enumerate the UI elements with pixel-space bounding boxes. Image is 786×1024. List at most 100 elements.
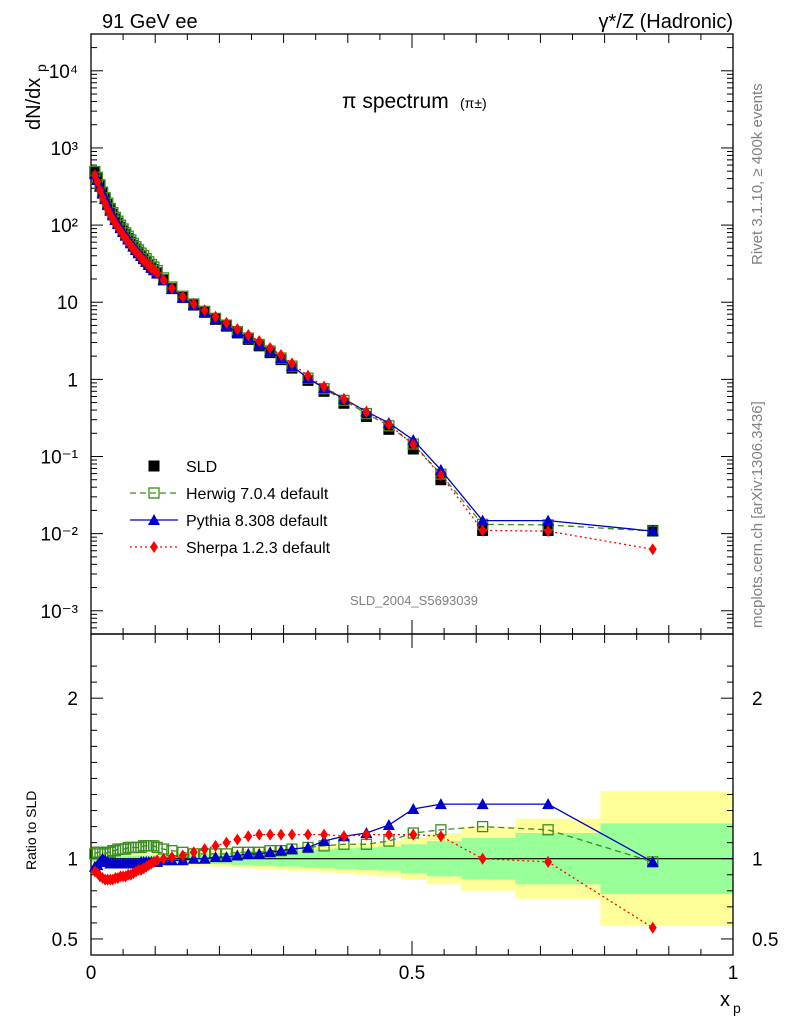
ratio-tick-label-right: 2	[752, 689, 763, 710]
ratio-point-3	[244, 830, 253, 843]
energy-label: 91 GeV ee	[102, 11, 198, 33]
ratio-point-3	[255, 828, 264, 841]
ratio-panel: 0 0.5 1 2 2 1 1 0.5 0.5	[52, 633, 778, 984]
ratio-point-1	[151, 841, 163, 854]
plot-title-sup: (π±)	[460, 95, 487, 111]
legend-label: Sherpa 1.2.3 default	[186, 540, 331, 557]
data-point-3	[222, 316, 231, 329]
ratio-point-2	[476, 798, 489, 810]
y-tick-label: 10²	[51, 216, 78, 237]
ratio-point-2	[301, 841, 314, 853]
data-point-3	[200, 304, 209, 317]
ratio-point-2	[542, 798, 555, 810]
y-tick-label: 10⁻²	[41, 525, 79, 546]
data-point-3	[244, 328, 253, 341]
ratio-point-3	[544, 855, 553, 868]
data-point-3	[544, 525, 553, 538]
process-label: γ*/Z (Hadronic)	[599, 11, 733, 33]
data-point-2	[542, 514, 555, 526]
ratio-point-3	[339, 830, 348, 843]
ratio-point-3	[277, 828, 286, 841]
data-point-3	[648, 543, 657, 556]
x-axis-title-sub: p	[733, 1000, 741, 1016]
ratio-point-3	[178, 849, 187, 862]
legend-label: Herwig 7.0.4 default	[186, 486, 329, 503]
ratio-point-3	[436, 830, 445, 843]
ratio-point-2	[242, 847, 255, 859]
ratio-point-2	[407, 802, 420, 814]
x-tick-label: 1	[728, 963, 739, 984]
y-tick-label: 10³	[51, 139, 78, 160]
ratio-point-3	[222, 836, 231, 849]
ratio-point-3	[211, 839, 220, 852]
y-axis-title-sub: p	[33, 64, 49, 72]
data-point-3	[409, 438, 418, 451]
data-point-3	[339, 392, 348, 405]
y-tick-label: 1	[67, 370, 78, 391]
ratio-point-3	[478, 852, 487, 865]
ratio-point-2	[382, 818, 395, 830]
ratio-point-3	[384, 828, 393, 841]
legend-marker	[148, 460, 160, 472]
ratio-point-2	[275, 844, 288, 856]
data-point-3	[320, 380, 329, 393]
ratio-point-3	[167, 851, 176, 864]
ratio-point-2	[434, 798, 447, 810]
x-tick-label: 0	[86, 963, 97, 984]
ratio-point-3	[153, 854, 162, 867]
ratio-axis-title: Ratio to SLD	[23, 791, 39, 870]
y-tick-label: 10⁻¹	[41, 448, 79, 469]
data-point-3	[153, 267, 162, 280]
ratio-point-3	[409, 828, 418, 841]
legend-marker	[150, 541, 158, 553]
legend-label: SLD	[186, 459, 217, 476]
data-point-3	[189, 297, 198, 310]
ratio-point-3	[200, 843, 209, 856]
ratio-point-3	[362, 828, 371, 841]
ratio-point-2	[231, 849, 244, 861]
ratio-point-3	[648, 921, 657, 934]
plot-title-main: π spectrum	[342, 90, 449, 113]
data-point-3	[478, 524, 487, 537]
data-point-3	[167, 282, 176, 295]
data-point-3	[277, 348, 286, 361]
ratio-tick-label-right: 0.5	[752, 930, 778, 951]
data-point-2	[646, 525, 659, 537]
y-tick-label: 10⁴	[49, 62, 78, 83]
ratio-point-2	[285, 843, 298, 855]
x-axis-title: x p	[720, 989, 741, 1016]
legend: SLD Herwig 7.0.4 default Pythia 8.308 defa…	[130, 459, 331, 557]
ratio-tick-label-left: 1	[67, 850, 78, 871]
series-line-1	[94, 171, 653, 532]
data-point-3	[362, 405, 371, 418]
data-point-3	[211, 310, 220, 323]
ratio-tick-label-right: 1	[752, 850, 763, 871]
legend-label: Pythia 8.308 default	[186, 513, 328, 530]
ratio-point-2	[253, 847, 266, 859]
ratio-tick-label-left: 0.5	[52, 930, 78, 951]
data-point-3	[384, 418, 393, 431]
ratio-point-2	[646, 855, 659, 867]
ratio-point-3	[233, 833, 242, 846]
ratio-point-1	[476, 820, 489, 833]
rivet-version-label: Rivet 3.1.10, ≥ 400k events	[749, 83, 766, 265]
ratio-point-3	[159, 852, 168, 865]
data-point-3	[93, 175, 102, 188]
legend-marker	[148, 487, 160, 499]
data-point-3	[233, 323, 242, 336]
ratio-point-3	[287, 828, 296, 841]
ratio-tick-label-left: 2	[67, 689, 78, 710]
ratio-point-1	[542, 824, 554, 836]
y-axis-title: dN/dx p	[23, 64, 49, 130]
ratio-point-3	[320, 828, 329, 841]
series-line-3	[94, 175, 653, 550]
data-point-3	[178, 290, 187, 303]
data-point-3	[159, 273, 168, 286]
plot-title: π spectrum (π±)	[342, 90, 487, 113]
data-point-2	[476, 514, 489, 526]
ratio-point-2	[264, 846, 277, 858]
ratio-point-2	[209, 851, 222, 863]
ratio-point-3	[303, 828, 312, 841]
x-axis-title-main: x	[720, 989, 730, 1011]
